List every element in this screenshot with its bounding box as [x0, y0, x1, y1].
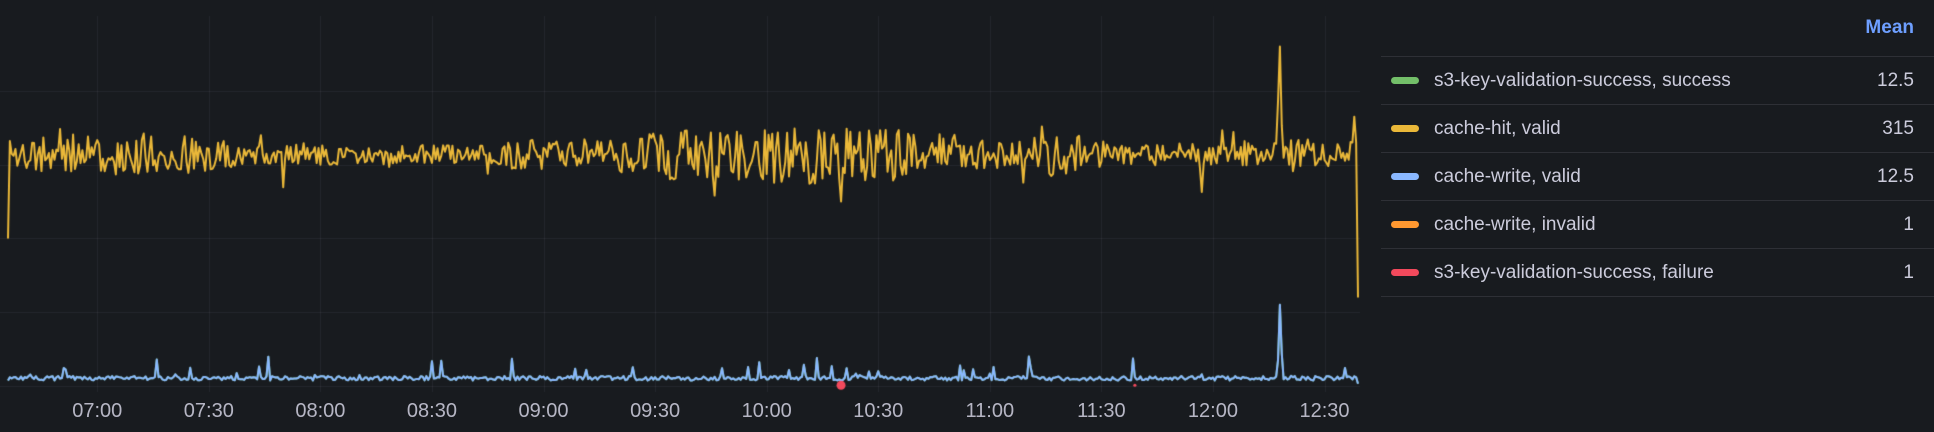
series-color-icon[interactable]	[1391, 77, 1419, 84]
legend-row[interactable]: cache-write, valid 12.5	[1381, 152, 1934, 200]
legend-mean-sort-header[interactable]: Mean	[1865, 17, 1914, 38]
series-label[interactable]: s3-key-validation-success, success	[1434, 69, 1731, 91]
legend-row[interactable]: s3-key-validation-success, success 12.5	[1381, 56, 1934, 104]
series-color-icon[interactable]	[1391, 221, 1419, 228]
series-label[interactable]: cache-hit, valid	[1434, 117, 1561, 139]
chart-area: 07:00 07:30 08:00 08:30 09:00 09:30 10:00 10:30…	[0, 0, 1380, 432]
legend-divider	[1381, 296, 1934, 297]
legend-row[interactable]: s3-key-validation-success, failure 1	[1381, 248, 1934, 296]
series-mean-value: 1	[1903, 261, 1914, 283]
series-color-icon[interactable]	[1391, 269, 1419, 276]
series-color-icon[interactable]	[1391, 125, 1419, 132]
series-label[interactable]: cache-write, invalid	[1434, 213, 1596, 235]
series-mean-value: 12.5	[1877, 69, 1914, 91]
legend-rows: s3-key-validation-success, success 12.5 ca…	[1381, 56, 1934, 297]
series-color-icon[interactable]	[1391, 173, 1419, 180]
legend-row[interactable]: cache-hit, valid 315	[1381, 104, 1934, 152]
series-mean-value: 315	[1882, 117, 1914, 139]
series-mean-value: 1	[1903, 213, 1914, 235]
timeseries-canvas[interactable]	[0, 0, 1380, 432]
legend-header: Mean	[1381, 0, 1934, 56]
series-label[interactable]: cache-write, valid	[1434, 165, 1581, 187]
series-mean-value: 12.5	[1877, 165, 1914, 187]
legend-row[interactable]: cache-write, invalid 1	[1381, 200, 1934, 248]
legend-table: Mean s3-key-validation-success, success 1…	[1381, 0, 1934, 432]
series-label[interactable]: s3-key-validation-success, failure	[1434, 261, 1714, 283]
